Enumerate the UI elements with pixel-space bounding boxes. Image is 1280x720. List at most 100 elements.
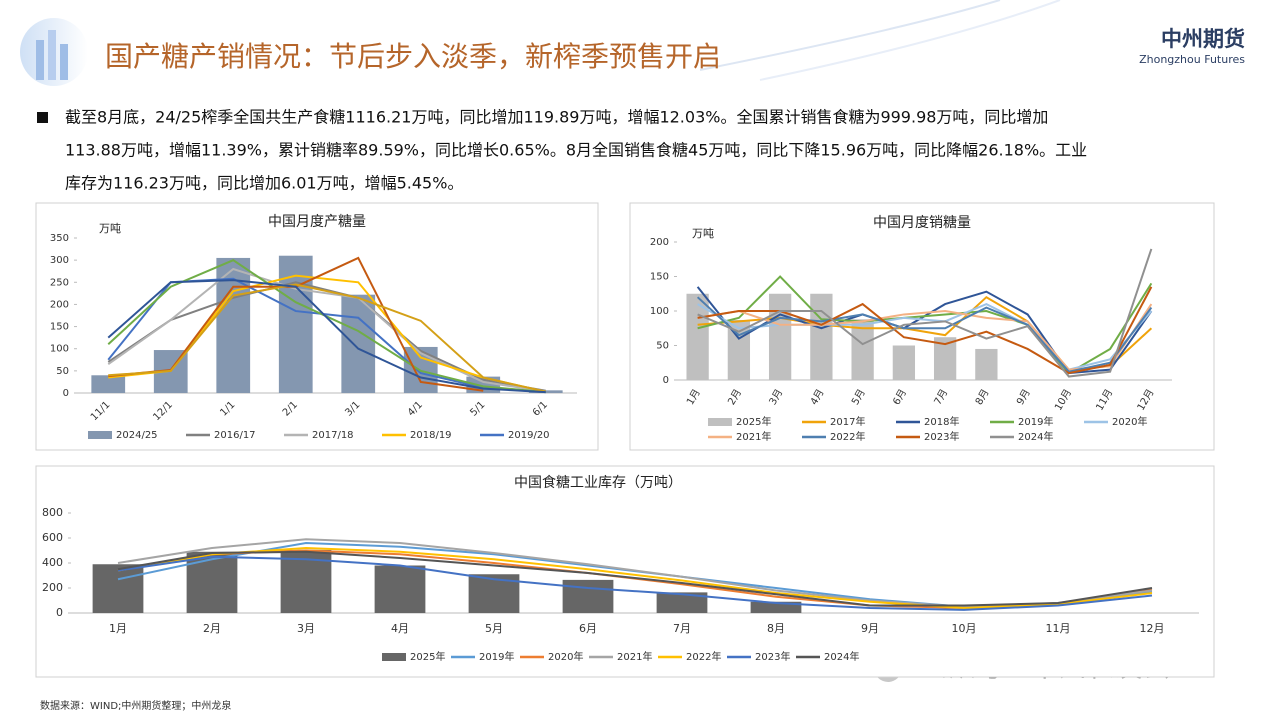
bar <box>933 337 957 380</box>
series-line <box>107 279 546 394</box>
legend-label: 2019/20 <box>508 430 550 441</box>
chart-frame <box>35 202 599 451</box>
y-tick-label: 50 <box>656 341 669 352</box>
legend-label: 2017年 <box>830 415 865 428</box>
bullet-line: 库存为116.23万吨，同比增加6.01万吨，增幅5.45%。 <box>65 174 463 193</box>
source-note: 数据来源：WIND;中州期货整理；中州龙泉 <box>40 699 231 712</box>
series-line <box>697 303 1153 371</box>
legend-label: 2022年 <box>686 650 721 663</box>
series-line <box>697 286 1153 375</box>
bar <box>91 375 126 393</box>
legend-swatch <box>708 418 732 426</box>
x-tick-label: 2月 <box>203 622 221 635</box>
bar <box>768 293 792 380</box>
y-tick-label: 300 <box>50 255 69 266</box>
chart-frame <box>629 202 1215 451</box>
bar <box>186 551 238 613</box>
series-line <box>696 296 1153 373</box>
y-tick-label: 0 <box>63 388 69 399</box>
series-line <box>108 283 546 393</box>
bar <box>92 564 144 613</box>
skyline <box>48 30 56 80</box>
bullet-marker <box>37 112 48 123</box>
series-line <box>697 248 1153 378</box>
x-tick-label: 3月 <box>297 622 315 635</box>
legend-label: 2017/18 <box>312 430 354 441</box>
unit-label: 万吨 <box>99 222 121 235</box>
legend-label: 2021年 <box>617 650 652 663</box>
y-tick-label: 0 <box>56 606 63 619</box>
legend-label: 2022年 <box>830 430 865 443</box>
legend-label: 2024/25 <box>116 430 158 441</box>
y-tick-label: 200 <box>50 299 69 310</box>
x-tick-label: 12月 <box>1140 622 1165 635</box>
bar <box>656 592 708 613</box>
legend-swatch <box>382 653 406 661</box>
legend-label: 2023年 <box>755 650 790 663</box>
y-tick-label: 100 <box>50 344 69 355</box>
series-line <box>697 303 1153 371</box>
y-tick-label: 100 <box>650 306 669 317</box>
y-tick-label: 800 <box>42 506 63 519</box>
legend-label: 2019年 <box>479 650 514 663</box>
legend-label: 2019年 <box>1018 415 1053 428</box>
y-tick-label: 150 <box>650 272 669 283</box>
bar <box>374 565 426 613</box>
decor-curve <box>699 0 1001 71</box>
y-tick-label: 200 <box>650 237 669 248</box>
legend-label: 2018年 <box>924 415 959 428</box>
series-line <box>117 550 1153 607</box>
legend-label: 2016/17 <box>214 430 256 441</box>
bar <box>562 579 614 613</box>
legend-label: 2021年 <box>736 430 771 443</box>
y-tick-label: 250 <box>50 277 69 288</box>
bar <box>810 293 833 380</box>
y-tick-label: 350 <box>50 233 69 244</box>
x-tick-label: 5月 <box>485 622 503 635</box>
x-tick-label: 10月 <box>952 622 977 635</box>
skyline <box>36 40 44 80</box>
bullet-line: 截至8月底，24/25榨季全国共生产食糖1116.21万吨，同比增加119.89… <box>65 108 1048 127</box>
series-line <box>107 267 546 393</box>
decor-curve <box>759 0 1061 81</box>
x-tick-label: 1月 <box>109 622 127 635</box>
y-tick-label: 150 <box>50 322 69 333</box>
series-line <box>117 546 1153 610</box>
x-tick-label: 11月 <box>1046 622 1071 635</box>
x-tick-label: 9月 <box>861 622 879 635</box>
legend-label: 2020年 <box>548 650 583 663</box>
chart-title: 中国月度销糖量 <box>873 215 971 231</box>
bar <box>975 348 998 380</box>
bar <box>686 293 709 380</box>
legend-label: 2023年 <box>924 430 959 443</box>
legend-label: 2024年 <box>1018 430 1053 443</box>
legend-label: 2018/19 <box>410 430 452 441</box>
slide-title: 国产糖产销情况：节后步入淡季，新榨季预售开启 <box>105 40 721 73</box>
legend-label: 2020年 <box>1112 415 1147 428</box>
y-tick-label: 400 <box>42 556 63 569</box>
x-tick-label: 8月 <box>767 622 785 635</box>
logo-subtext: Zhongzhou Futures <box>1139 53 1245 66</box>
legend-label: 2024年 <box>824 650 859 663</box>
x-tick-label: 7月 <box>673 622 691 635</box>
bar <box>750 601 802 613</box>
legend-label: 2025年 <box>410 650 445 663</box>
series-line <box>117 538 1153 608</box>
bar <box>341 294 376 393</box>
series-line <box>117 555 1153 611</box>
bullet-line: 113.88万吨，增幅11.39%，累计销糖率89.59%，同比增长0.65%。… <box>65 141 1087 160</box>
y-tick-label: 200 <box>42 581 63 594</box>
x-tick-label: 6月 <box>579 622 597 635</box>
bar <box>892 345 916 380</box>
legend-swatch <box>88 431 112 439</box>
unit-label: 万吨 <box>692 227 714 240</box>
legend-label: 2025年 <box>736 415 771 428</box>
chart-title: 中国月度产糖量 <box>268 214 366 230</box>
skyline <box>60 44 68 80</box>
y-tick-label: 600 <box>42 531 63 544</box>
chart-title: 中国食糖工业库存（万吨） <box>514 474 682 491</box>
logo-text: 中州期货 <box>1161 27 1245 51</box>
bar <box>851 319 874 380</box>
y-tick-label: 0 <box>663 375 669 386</box>
